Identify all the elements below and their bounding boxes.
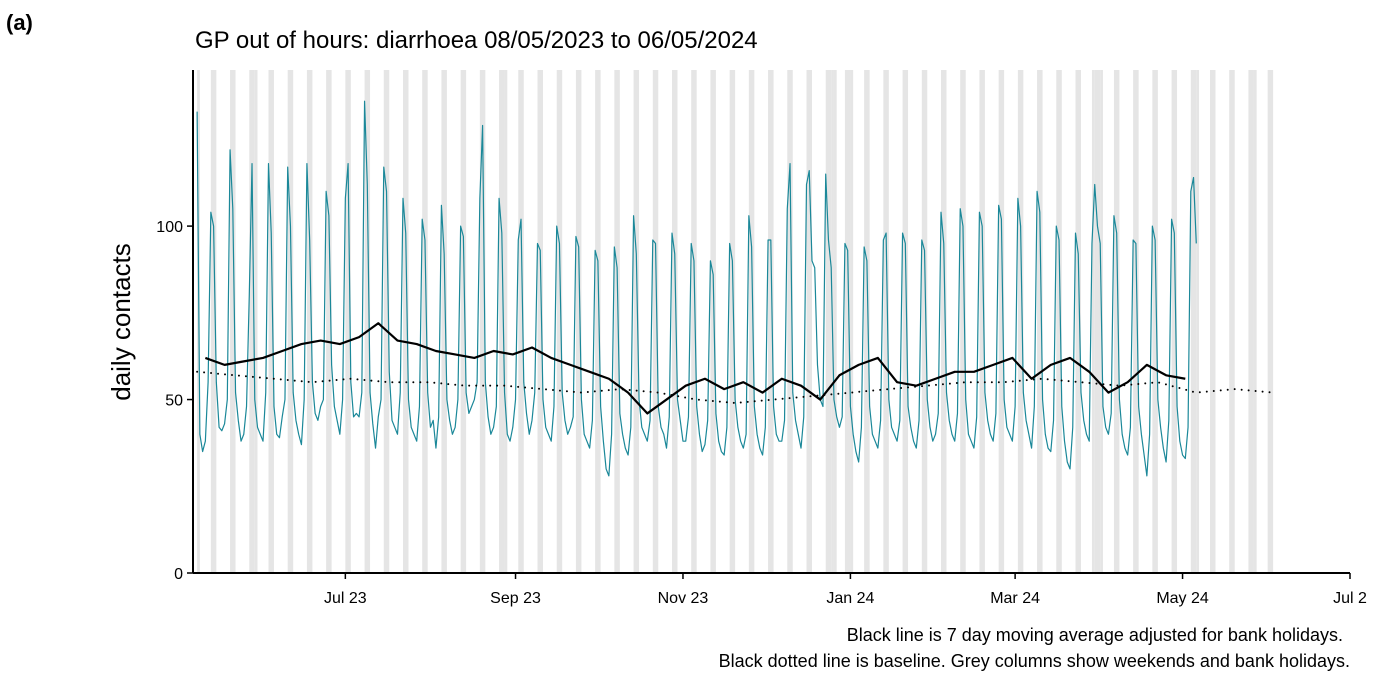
weekend-column [1248,70,1254,573]
weekend-column [960,70,966,573]
weekend-column [998,70,1005,573]
weekend-column [1210,70,1216,573]
x-tick-label: May 24 [1156,590,1209,607]
x-tick-label: Jan 24 [826,590,874,607]
weekend-column [556,70,563,573]
weekend-column [1094,70,1101,573]
weekend-column [1075,70,1081,573]
weekend-column [230,70,236,573]
weekend-column [729,70,736,573]
y-axis-label: daily contacts [106,243,136,401]
axes-layer: 0 50 100 Jul 23 Sep 23 Nov 23 Jan 24 Mar 24 May … [156,70,1367,607]
weekend-column [748,70,755,573]
line-layer [196,100,1275,477]
weekend-column [460,70,467,573]
weekend-column [633,70,640,573]
weekend-column [1113,70,1120,573]
y-tick-label: 100 [156,219,183,236]
weekend-column [1056,70,1062,573]
panel-label: (a) [6,10,33,35]
weekend-column [787,70,793,573]
holiday-column [850,70,854,573]
weekend-column [806,70,812,573]
weekend-column [249,70,255,573]
x-tick-label: Jul 23 [324,590,367,607]
weekend-column [287,70,294,573]
weekend-column [710,70,716,573]
weekend-column [825,70,832,573]
weekend-column [479,70,486,573]
weekend-column [691,70,697,573]
weekend-column [1152,70,1158,573]
weekend-column [326,70,332,573]
weekend-column [210,70,217,573]
weekend-column [671,70,678,573]
weekend-column [441,70,447,573]
weekend-column [883,70,889,573]
weekend-column [768,70,774,573]
weekend-column [1017,70,1024,573]
holiday-column [254,70,258,573]
x-tick-label: Sep 23 [490,590,541,607]
weekend-column [306,70,313,573]
weekend-column [1267,70,1274,573]
weekend-column [575,70,582,573]
weekend-column [422,70,428,573]
holiday-column [1253,70,1257,573]
y-tick-label: 0 [174,566,183,583]
data-line [196,100,1197,477]
weekend-column [518,70,524,573]
footnote: Black line is 7 day moving average adjus… [847,625,1343,645]
x-tick-label: Mar 24 [990,590,1040,607]
weekend-column [1171,70,1178,573]
weekend-column [364,70,371,573]
weekend-column [844,70,851,573]
weekend-column [1229,70,1235,573]
y-tick-label: 50 [165,393,183,410]
holiday-column [504,70,508,573]
weekend-column [902,70,909,573]
weekend-column [402,70,409,573]
weekend-column [614,70,620,573]
holiday-column [833,70,837,573]
x-tick-label: Nov 23 [658,590,709,607]
weekend-column [537,70,543,573]
weekend-column [652,70,659,573]
shade-layer [197,70,1274,573]
footnote: Black dotted line is baseline. Grey colu… [719,651,1350,671]
weekend-column [345,70,351,573]
weekend-column [941,70,947,573]
weekend-column [1133,70,1139,573]
weekend-column [921,70,928,573]
weekend-column [268,70,274,573]
weekend-column [383,70,390,573]
weekend-column [499,70,505,573]
weekend-column [1037,70,1043,573]
weekend-column [864,70,870,573]
holiday-column [1091,70,1095,573]
weekend-column [595,70,601,573]
chart-title: GP out of hours: diarrhoea 08/05/2023 to… [195,27,758,54]
weekend-column [979,70,985,573]
x-tick-label: Jul 2 [1333,590,1367,607]
holiday-column [1196,70,1200,573]
data-line [204,322,1186,415]
weekend-column [1190,70,1197,573]
